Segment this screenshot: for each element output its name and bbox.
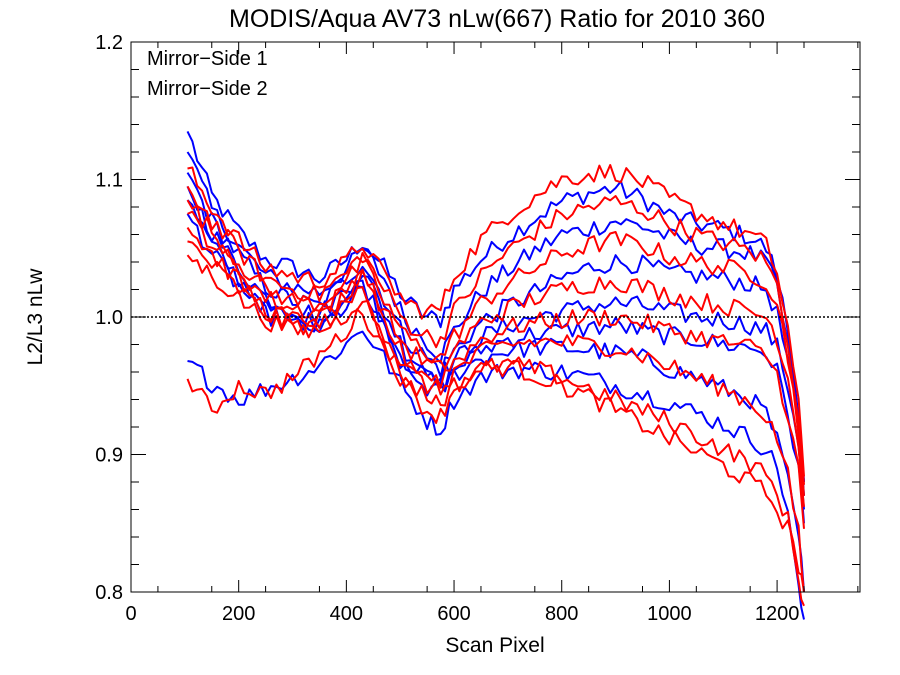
y-tick-label-1.1: 1.1 (95, 170, 123, 192)
series-mirror-side-1-5 (186, 213, 805, 593)
series-mirror-side-2-10 (187, 210, 805, 507)
legend-mirror-side-2: Mirror−Side 2 (147, 78, 268, 100)
series-mirror-side-1-1 (186, 151, 805, 483)
x-tick-label-600: 600 (437, 603, 470, 625)
series-layer (186, 130, 805, 620)
chart-title: MODIS/Aqua AV73 nLw(667) Ratio for 2010 … (229, 5, 765, 33)
series-mirror-side-2-12 (187, 240, 805, 593)
y-axis-label: L2/L3 nLw (24, 268, 47, 366)
x-tick-label-400: 400 (330, 603, 363, 625)
y-tick-label-1.0: 1.0 (95, 307, 123, 329)
x-tick-label-1000: 1000 (647, 603, 692, 625)
x-tick-label-0: 0 (125, 603, 136, 625)
y-tick-label-1.2: 1.2 (95, 32, 123, 54)
tick-layer: 0 200 400 600 800 1000 1200 0.8 0.9 1.0 1.1 1.2 (95, 32, 860, 625)
series-mirror-side-2-8 (186, 185, 805, 485)
series-mirror-side-1-0 (186, 130, 805, 483)
series-mirror-side-2-14 (186, 308, 805, 607)
series-mirror-side-2-9 (186, 199, 805, 496)
legend-mirror-side-1: Mirror−Side 1 (147, 48, 268, 70)
x-tick-label-1200: 1200 (755, 603, 800, 625)
series-mirror-side-1-3 (186, 186, 805, 510)
series-mirror-side-1-2 (186, 172, 805, 496)
x-axis-label: Scan Pixel (445, 634, 544, 657)
series-mirror-side-2-11 (186, 227, 805, 529)
y-tick-label-0.9: 0.9 (95, 445, 123, 467)
x-tick-label-200: 200 (222, 603, 255, 625)
x-tick-label-800: 800 (545, 603, 578, 625)
series-mirror-side-2-13 (186, 254, 805, 593)
y-tick-label-0.8: 0.8 (95, 582, 123, 604)
series-mirror-side-2-7 (187, 164, 805, 477)
